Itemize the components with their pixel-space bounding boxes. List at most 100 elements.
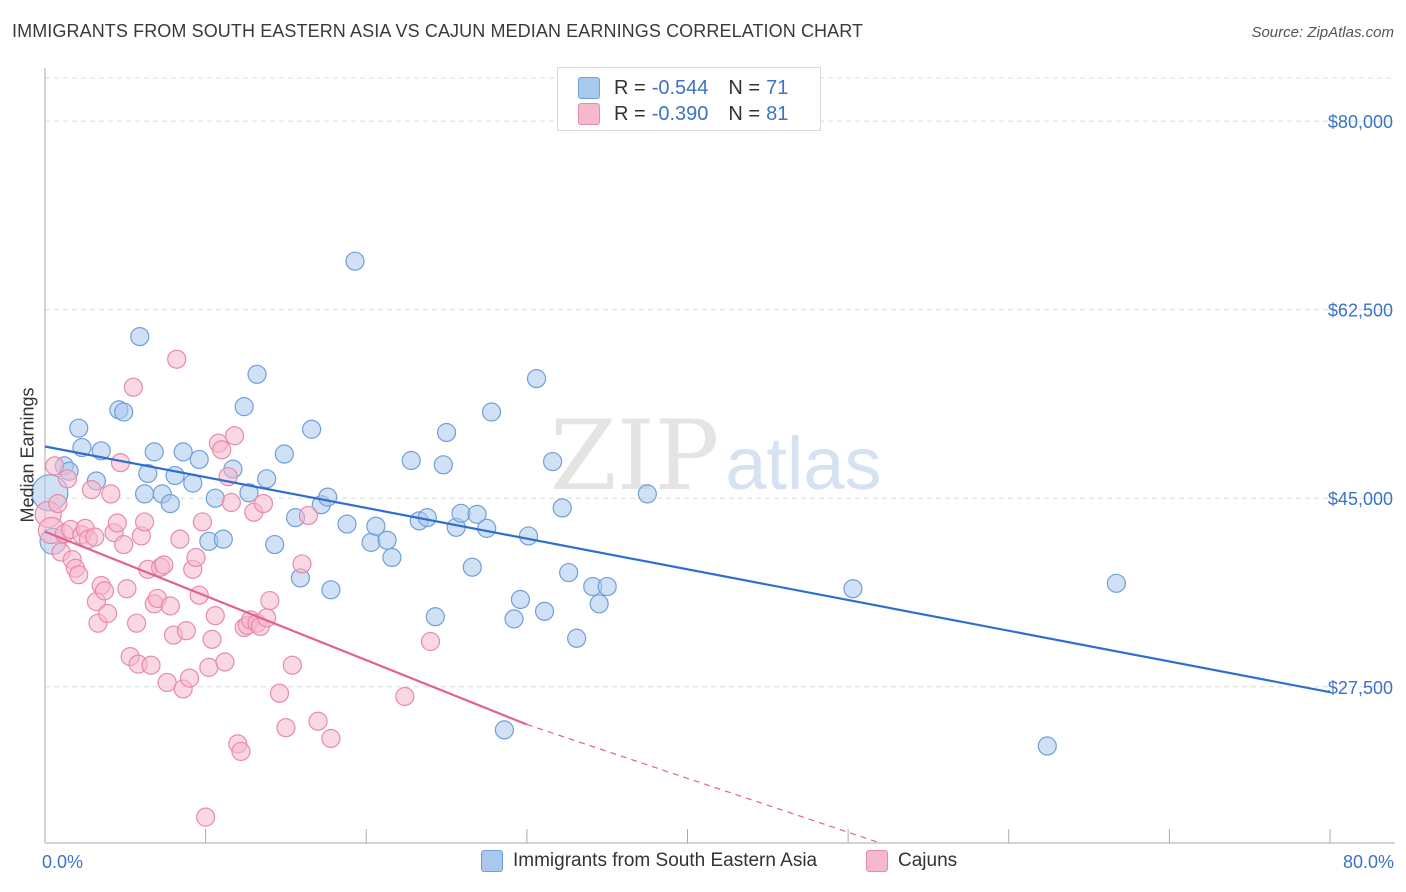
- data-point-cajuns: [212, 440, 232, 460]
- chart-title: IMMIGRANTS FROM SOUTH EASTERN ASIA VS CA…: [12, 21, 864, 41]
- data-point-immigrants: [377, 530, 397, 550]
- data-point-cajuns: [196, 807, 216, 827]
- x-axis-max-label: 80.0%: [1342, 852, 1394, 872]
- y-tick-label: $27,500: [1328, 678, 1393, 698]
- data-point-cajuns: [298, 505, 319, 526]
- trend-line-cajuns: [44, 530, 528, 726]
- data-point-immigrants: [401, 450, 421, 471]
- data-point-cajuns: [199, 657, 219, 677]
- y-axis-title: Median Earnings: [17, 387, 38, 523]
- data-point-cajuns: [107, 513, 127, 533]
- data-point-immigrants: [189, 449, 209, 470]
- data-point-cajuns: [186, 547, 206, 568]
- data-point-immigrants: [534, 601, 555, 621]
- zipatlas-watermark: ZIPatlas: [550, 400, 882, 512]
- data-point-immigrants: [552, 498, 572, 518]
- data-point-immigrants: [69, 418, 89, 438]
- data-point-cajuns: [123, 377, 143, 397]
- data-point-cajuns: [134, 512, 155, 532]
- legend-row-series1: R = -0.544 N = 71: [578, 76, 788, 100]
- data-point-cajuns: [321, 728, 341, 749]
- data-point-cajuns: [154, 555, 174, 575]
- data-point-immigrants: [589, 594, 609, 614]
- data-point-immigrants: [213, 529, 233, 549]
- data-point-immigrants: [114, 402, 134, 422]
- watermark-zip: ZIP: [550, 400, 720, 512]
- data-point-cajuns: [276, 718, 296, 738]
- data-point-immigrants: [451, 503, 471, 523]
- data-point-cajuns: [308, 711, 328, 731]
- data-point-cajuns: [176, 621, 196, 641]
- data-point-immigrants: [542, 451, 563, 472]
- data-point-immigrants: [234, 397, 254, 417]
- data-point-immigrants: [134, 484, 155, 504]
- data-point-immigrants: [130, 326, 150, 347]
- data-point-cajuns: [282, 655, 302, 675]
- legend-swatch-blue: [481, 850, 503, 872]
- y-tick-label: $80,000: [1328, 112, 1393, 132]
- data-point-cajuns: [292, 554, 312, 574]
- data-point-immigrants: [477, 518, 497, 538]
- data-point-immigrants: [518, 526, 539, 546]
- legend-item-immigrants: Immigrants from South Eastern Asia: [481, 850, 817, 872]
- legend-swatch-pink: [866, 850, 888, 872]
- data-point-cajuns: [114, 534, 134, 555]
- data-point-immigrants: [597, 576, 617, 597]
- legend-item-cajuns: Cajuns: [866, 850, 957, 872]
- data-point-immigrants: [173, 442, 193, 462]
- data-point-cajuns: [192, 512, 213, 532]
- legend-r-value: -0.390: [651, 102, 709, 125]
- data-point-immigrants: [425, 607, 445, 627]
- data-point-immigrants: [494, 720, 514, 740]
- data-point-immigrants: [382, 547, 402, 568]
- data-point-cajuns: [48, 493, 68, 514]
- data-point-cajuns: [231, 741, 251, 762]
- data-point-cajuns: [69, 565, 89, 585]
- data-point-immigrants: [247, 364, 267, 384]
- source-label: Source: ZipAtlas.com: [1251, 24, 1394, 41]
- legend-r-label: R =: [614, 76, 646, 99]
- data-point-immigrants: [274, 444, 294, 464]
- data-point-immigrants: [205, 488, 225, 508]
- data-point-cajuns: [221, 492, 241, 513]
- data-point-cajuns: [202, 629, 222, 649]
- series-legend: Immigrants from South Eastern Asia Cajun…: [0, 850, 1406, 880]
- data-point-immigrants: [1106, 573, 1126, 593]
- data-point-immigrants: [467, 504, 487, 524]
- data-point-immigrants: [361, 532, 381, 552]
- legend-r-label: R =: [614, 102, 646, 125]
- data-point-cajuns: [126, 613, 147, 633]
- x-axis-min-label: 0.0%: [42, 852, 84, 872]
- data-point-immigrants: [345, 251, 365, 271]
- data-point-immigrants: [302, 419, 322, 439]
- data-point-immigrants: [843, 579, 863, 599]
- legend-n-value: 81: [766, 102, 789, 125]
- trend-line-immigrants: [44, 445, 1331, 694]
- data-point-cajuns: [57, 469, 78, 489]
- data-point-immigrants: [567, 628, 587, 648]
- data-point-immigrants: [436, 422, 457, 443]
- data-point-cajuns: [141, 655, 161, 675]
- data-point-cajuns: [420, 631, 441, 652]
- legend-label-cajuns: Cajuns: [898, 850, 958, 871]
- data-point-immigrants: [504, 609, 524, 629]
- data-point-cajuns: [224, 426, 245, 446]
- watermark-atlas: atlas: [725, 422, 882, 505]
- data-point-cajuns: [269, 683, 290, 703]
- data-point-immigrants: [481, 402, 502, 422]
- data-point-cajuns: [157, 672, 177, 693]
- data-point-immigrants: [265, 534, 285, 555]
- data-point-immigrants: [144, 442, 164, 462]
- data-point-immigrants: [559, 562, 579, 583]
- data-point-cajuns: [85, 527, 105, 547]
- legend-swatch-blue: [578, 77, 600, 99]
- data-point-cajuns: [101, 484, 121, 504]
- data-point-immigrants: [239, 483, 259, 503]
- legend-r-value: -0.544: [651, 76, 709, 99]
- legend-n-label: N =: [728, 102, 761, 125]
- y-tick-label: $45,000: [1328, 489, 1393, 509]
- data-point-immigrants: [637, 484, 657, 504]
- trend-line-cajuns-extension: [526, 723, 881, 844]
- data-point-cajuns: [253, 493, 274, 514]
- legend-label-immigrants: Immigrants from South Eastern Asia: [513, 850, 818, 871]
